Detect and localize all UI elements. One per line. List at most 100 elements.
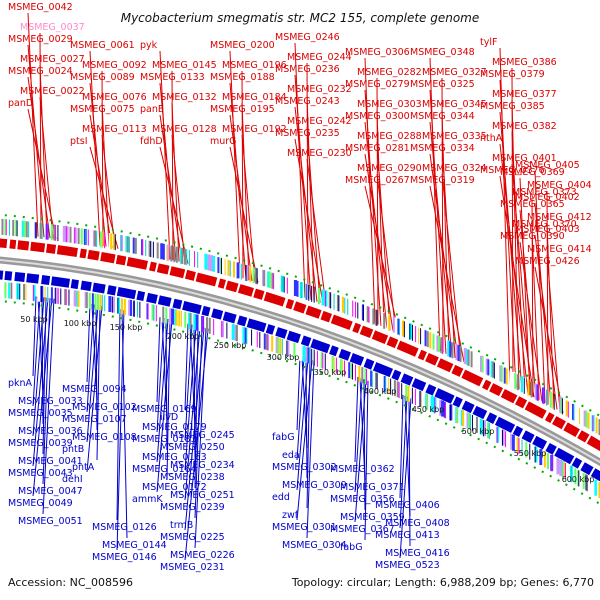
plus-callout-line: [364, 185, 400, 334]
minus-gene-label: pknA: [8, 378, 33, 389]
kbp-tick-label: 550 kbp: [514, 449, 547, 458]
minus-gene-label: pntB: [62, 444, 84, 455]
plus-callout-line: [89, 146, 119, 249]
feature-mark: [271, 272, 274, 289]
feature-mark: [128, 299, 132, 316]
minus-callout-line: [32, 296, 41, 407]
feature-mark: [341, 296, 344, 313]
plus-callout-line: [89, 50, 101, 246]
feature-mark: [430, 395, 434, 412]
feature-mark: [162, 243, 165, 260]
feature-mark: [371, 371, 373, 388]
feature-mark: [28, 221, 30, 238]
feature-mark: [88, 292, 91, 309]
feature-mark: [434, 397, 436, 414]
kbp-tick-label: 400 kbp: [364, 387, 397, 396]
plus-gene-label: MSMEG_0414: [527, 244, 592, 255]
minus-callout-line: [184, 324, 193, 441]
feature-mark: [155, 305, 157, 322]
minus-gene-label: ilvD: [160, 412, 178, 423]
feature-mark: [291, 342, 295, 359]
feature-mark: [565, 400, 568, 417]
feature-mark: [25, 221, 28, 238]
feature-mark: [414, 389, 416, 406]
feature-mark: [418, 327, 420, 344]
minus-callout-line: [156, 319, 173, 493]
feature-mark: [381, 374, 385, 391]
feature-mark: [194, 251, 196, 268]
minus-gene-label: MSMEG_0183: [132, 434, 197, 445]
feature-mark: [91, 293, 94, 310]
feature-mark: [101, 294, 103, 311]
feature-mark: [65, 226, 69, 243]
minus-gene-label: MSMEG_0371: [340, 482, 405, 493]
kbp-tick-label: 300 kbp: [267, 353, 300, 362]
feature-mark: [366, 368, 368, 385]
plus-gene-label: MSMEG_0192: [222, 124, 287, 135]
feature-mark: [542, 450, 546, 467]
feature-mark: [81, 291, 85, 308]
feature-mark: [398, 319, 400, 336]
feature-mark: [583, 410, 587, 427]
minus-callout-line: [32, 297, 45, 437]
feature-mark: [130, 300, 133, 317]
plus-gene-label: MSMEG_0128: [152, 124, 217, 135]
feature-mark: [205, 317, 208, 334]
plus-gene-label: MSMEG_0027: [20, 54, 85, 65]
plus-gene-label: nthA: [480, 133, 503, 144]
feature-mark: [390, 378, 392, 395]
feature-mark: [117, 297, 121, 314]
feature-mark: [245, 264, 249, 281]
feature-mark: [181, 248, 184, 265]
minus-gene-label: MSMEG_0225: [160, 532, 225, 543]
feature-mark: [537, 385, 539, 402]
feature-mark: [347, 298, 349, 315]
feature-mark: [207, 254, 211, 271]
feature-mark: [308, 284, 310, 301]
kbp-tick-label: 200 kbp: [167, 332, 200, 341]
plus-callout-line: [159, 114, 183, 263]
feature-mark: [69, 226, 72, 243]
plus-strand-callout-lines: [27, 12, 564, 413]
feature-mark: [393, 380, 396, 397]
feature-mark: [64, 289, 67, 306]
plus-gene-label: MSMEG_0243: [275, 96, 340, 107]
feature-mark: [503, 367, 506, 384]
feature-mark: [173, 246, 176, 263]
feature-mark: [556, 458, 560, 475]
feature-mark: [57, 288, 59, 305]
feature-mark: [141, 239, 144, 256]
feature-mark: [592, 415, 594, 432]
plus-gene-label: MSMEG_0370: [512, 219, 577, 230]
feature-mark: [456, 407, 458, 424]
feature-mark: [440, 337, 443, 354]
plus-gene-label: MSMEG_0376: [480, 165, 545, 176]
feature-mark: [396, 381, 399, 398]
feature-mark: [286, 277, 288, 294]
minus-gene-label: MSMEG_0406: [375, 500, 440, 511]
minus-gene-label: fabG: [340, 542, 363, 553]
plus-gene-label: MSMEG_0075: [70, 104, 135, 115]
feature-mark: [167, 244, 169, 261]
feature-mark: [57, 225, 59, 242]
plus-callout-line: [534, 266, 564, 413]
plus-gene-label: MSMEG_0300: [345, 111, 410, 122]
feature-mark: [516, 374, 519, 391]
plus-gene-label: MSMEG_0390: [500, 231, 565, 242]
feature-mark: [523, 377, 525, 394]
plus-gene-label: MSMEG_0303: [357, 99, 422, 110]
feature-mark: [236, 262, 240, 279]
feature-mark: [171, 308, 175, 325]
feature-mark: [529, 443, 531, 460]
plus-gene-label: MSMEG_0412: [527, 212, 592, 223]
feature-mark: [415, 326, 417, 343]
feature-mark: [271, 335, 274, 352]
plus-gene-label: MSMEG_0113: [82, 124, 147, 135]
feature-mark: [165, 307, 168, 324]
kbp-tick-label: 100 kbp: [64, 319, 97, 328]
feature-mark: [9, 282, 12, 299]
feature-mark: [527, 379, 530, 396]
plus-gene-label: MSMEG_0200: [210, 40, 275, 51]
feature-mark: [573, 404, 575, 421]
